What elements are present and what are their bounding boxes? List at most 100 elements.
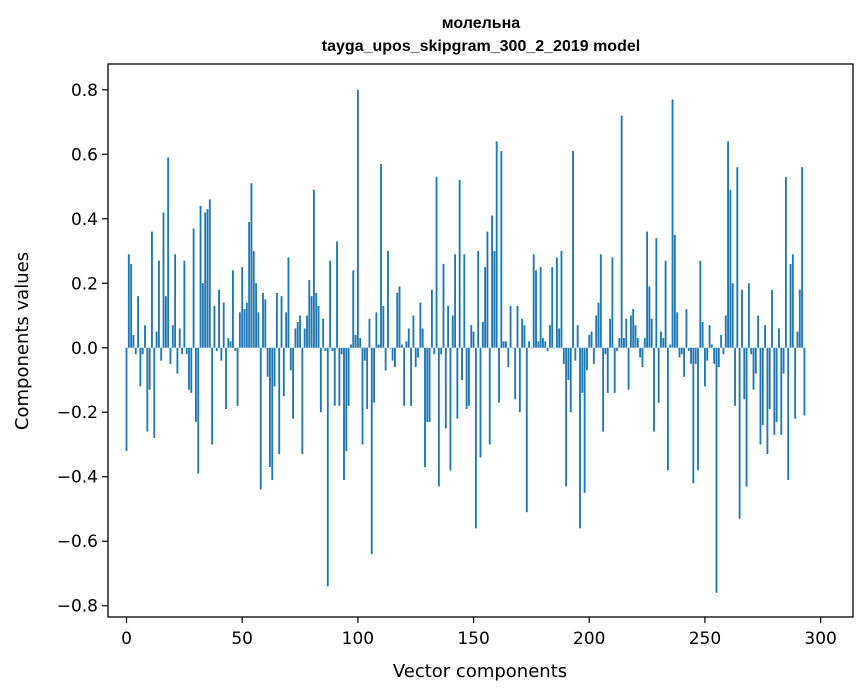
bar (542, 338, 544, 348)
bar (741, 289, 743, 348)
bar (565, 347, 568, 487)
bar (419, 302, 422, 348)
bar (567, 347, 570, 380)
bar (331, 347, 334, 351)
bar (486, 231, 489, 348)
bar (208, 199, 211, 348)
bar (491, 215, 493, 348)
bar (551, 267, 554, 348)
bar (546, 347, 549, 351)
bar (479, 347, 482, 458)
bar (278, 347, 281, 455)
bar (579, 347, 581, 529)
bar (752, 347, 755, 390)
bar (428, 347, 431, 422)
bar (530, 347, 533, 349)
bar (234, 347, 237, 351)
bar (433, 347, 436, 355)
bar (523, 325, 526, 348)
bar (188, 347, 190, 390)
bar (493, 251, 496, 348)
bar (505, 341, 507, 348)
bar (780, 347, 783, 435)
bar (500, 151, 503, 348)
bar (201, 283, 204, 348)
chart-title-line-2: tayga_upos_skipgram_300_2_2019 model (322, 38, 640, 55)
bar (558, 328, 561, 348)
bar (326, 347, 329, 587)
bar (801, 167, 804, 348)
bar (627, 347, 630, 390)
bar (789, 263, 792, 348)
bar (502, 341, 505, 348)
bar (734, 347, 736, 406)
bar (197, 347, 200, 474)
bar (782, 347, 785, 374)
bar (764, 325, 767, 348)
bar (599, 254, 602, 348)
bar (262, 292, 264, 348)
bar (245, 302, 248, 348)
bar (366, 347, 369, 410)
bar (343, 347, 345, 480)
bar (171, 325, 174, 348)
bar (784, 176, 787, 348)
bar (153, 347, 156, 439)
bar (569, 347, 572, 413)
bar (225, 347, 227, 410)
bar (620, 115, 623, 348)
bar (468, 347, 470, 406)
bar (162, 212, 165, 348)
bar (458, 180, 461, 348)
bar (345, 347, 348, 451)
bar (632, 309, 635, 348)
bar (164, 296, 167, 348)
bar (618, 338, 621, 348)
bar (137, 296, 139, 348)
bar (613, 347, 616, 393)
bar (694, 347, 697, 364)
bar (606, 347, 609, 393)
bar (407, 328, 410, 348)
bar (340, 347, 343, 355)
bar (731, 283, 734, 348)
bar (655, 238, 658, 348)
bar (373, 347, 375, 403)
bar (377, 344, 380, 348)
bar (710, 344, 713, 348)
bar (310, 296, 313, 348)
bar (609, 318, 611, 348)
bar (435, 176, 438, 348)
bar (704, 347, 706, 387)
bar (206, 209, 209, 348)
bar (706, 347, 709, 361)
bar (319, 347, 322, 413)
bar (669, 344, 672, 348)
bar (178, 328, 181, 348)
bar (412, 315, 415, 348)
bar (576, 325, 579, 348)
bar (623, 338, 625, 348)
bar (498, 347, 500, 403)
bar (363, 347, 366, 361)
bar (586, 347, 588, 371)
bar (384, 347, 387, 371)
bar (382, 305, 385, 348)
bar (488, 347, 491, 445)
bar (634, 325, 637, 348)
bar (759, 347, 762, 445)
bar (775, 347, 778, 422)
bar (370, 347, 373, 555)
bar (518, 347, 521, 413)
bar (673, 234, 676, 348)
y-tick-label: 0.8 (71, 81, 98, 101)
bar (643, 338, 646, 348)
bar (456, 347, 459, 419)
bar (336, 241, 338, 348)
bar (308, 280, 311, 348)
bar (248, 222, 251, 348)
bar (555, 257, 558, 348)
bar (132, 334, 135, 348)
bar (280, 296, 283, 348)
